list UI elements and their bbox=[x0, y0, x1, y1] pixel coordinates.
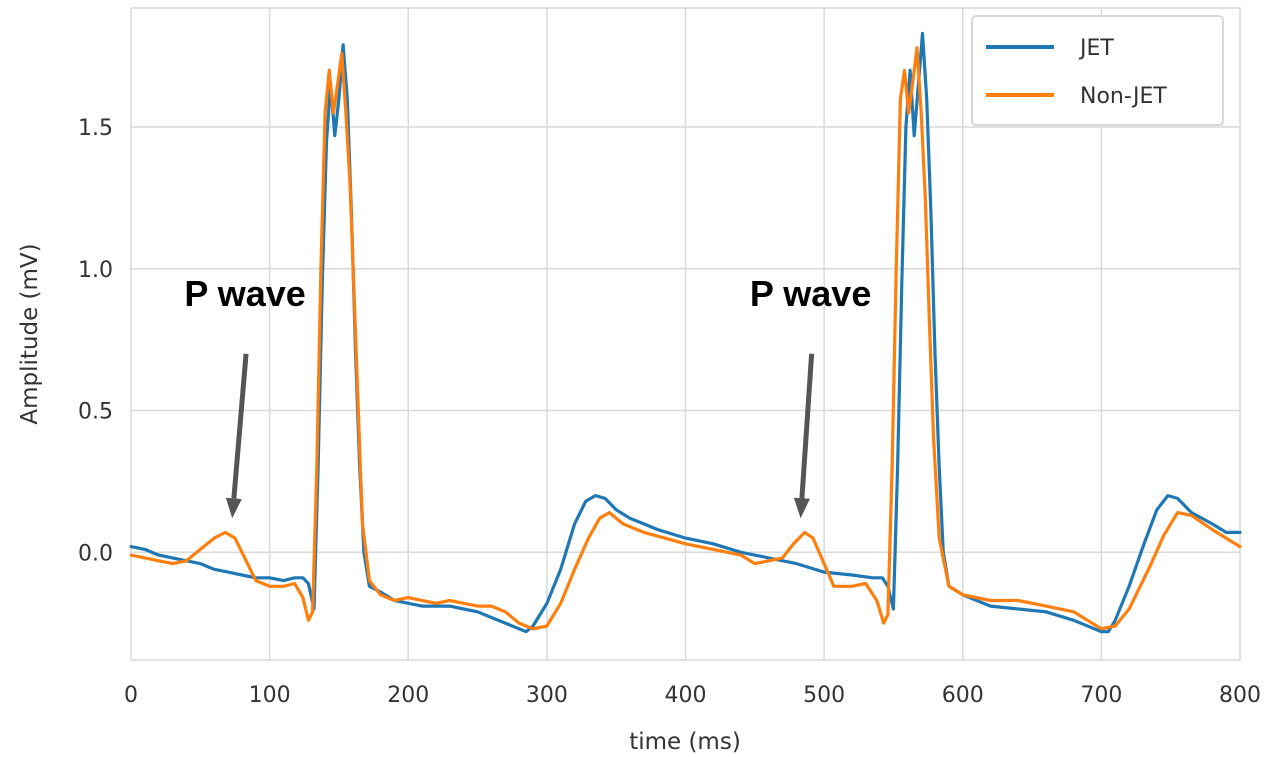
legend-box bbox=[971, 15, 1224, 126]
legend: JET Non-JET bbox=[971, 15, 1224, 126]
annotation-arrow-shaft-2 bbox=[799, 353, 815, 499]
x-tick-label-0: 0 bbox=[124, 683, 138, 708]
x-tick-label-200: 200 bbox=[387, 683, 429, 708]
x-tick-label-500: 500 bbox=[803, 683, 845, 708]
annotation-arrow-head-2 bbox=[793, 497, 810, 519]
x-tick-label-600: 600 bbox=[942, 683, 984, 708]
x-tick-label-100: 100 bbox=[249, 683, 291, 708]
legend-label-non-jet: Non-JET bbox=[1080, 84, 1167, 109]
series-layer bbox=[129, 31, 1242, 634]
x-tick-label-400: 400 bbox=[665, 683, 707, 708]
annotation-arrow-head-1 bbox=[225, 497, 242, 519]
annotation-label-2: P wave bbox=[750, 273, 871, 314]
annotation-label-1: P wave bbox=[184, 273, 305, 314]
x-tick-label-300: 300 bbox=[526, 683, 568, 708]
y-axis-label: Amplitude (mV) bbox=[17, 243, 43, 424]
series-line-non-jet bbox=[129, 46, 1242, 631]
x-tick-labels: 0 100 200 300 400 500 600 700 800 bbox=[124, 683, 1261, 708]
y-tick-labels: 0.0 0.5 1.0 1.5 bbox=[78, 116, 113, 566]
annotations: P wave P wave bbox=[184, 273, 871, 519]
y-tick-label-1-0: 1.0 bbox=[78, 258, 113, 283]
x-tick-label-700: 700 bbox=[1080, 683, 1122, 708]
y-tick-label-0-5: 0.5 bbox=[78, 400, 113, 425]
y-tick-label-1-5: 1.5 bbox=[78, 116, 113, 141]
x-tick-label-800: 800 bbox=[1219, 683, 1261, 708]
legend-label-jet: JET bbox=[1078, 36, 1114, 61]
annotation-arrow-shaft-1 bbox=[231, 353, 249, 499]
grid-lines bbox=[131, 8, 1240, 660]
y-tick-label-0-0: 0.0 bbox=[78, 541, 113, 566]
x-axis-label: time (ms) bbox=[629, 729, 741, 755]
